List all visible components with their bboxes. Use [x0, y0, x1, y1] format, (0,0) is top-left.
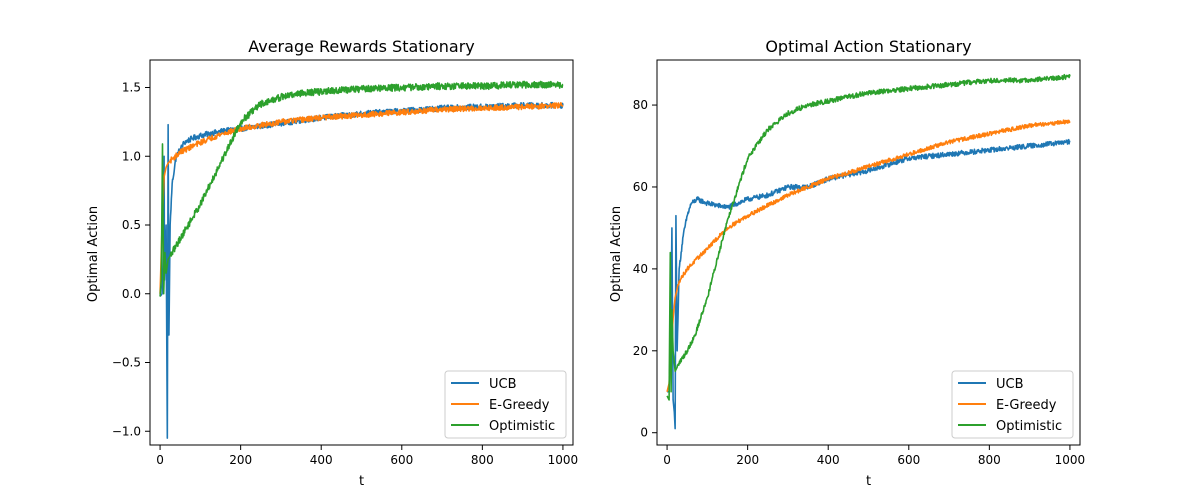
y-tick-label: 0.5 [122, 218, 141, 232]
legend-label-ucb: UCB [996, 377, 1024, 392]
legend-label-optimistic: Optimistic [489, 419, 555, 434]
x-tick-label: 400 [817, 453, 840, 467]
x-tick-label: 600 [897, 453, 920, 467]
x-tick-label: 800 [978, 453, 1001, 467]
x-tick-label: 1000 [548, 453, 579, 467]
x-axis-label: t [866, 474, 871, 489]
x-axis-label: t [359, 474, 364, 489]
legend: UCB E-Greedy Optimistic [445, 371, 566, 438]
legend: UCB E-Greedy Optimistic [952, 371, 1073, 438]
y-tick-label: 0 [640, 426, 648, 440]
y-tick-label: 0.0 [122, 287, 141, 301]
chart-title: Optimal Action Stationary [765, 37, 971, 56]
x-tick-label: 800 [471, 453, 494, 467]
legend-label-egreedy: E-Greedy [489, 398, 550, 413]
y-tick-label: 40 [633, 262, 648, 276]
legend-label-ucb: UCB [489, 377, 517, 392]
x-tick-label: 1000 [1055, 453, 1086, 467]
legend-label-egreedy: E-Greedy [996, 398, 1057, 413]
x-tick-label: 0 [156, 453, 164, 467]
y-tick-label: −0.5 [112, 356, 141, 370]
y-tick-label: −1.0 [112, 424, 141, 438]
y-axis-label: Optimal Action [609, 206, 624, 302]
legend-label-optimistic: Optimistic [996, 419, 1062, 434]
y-tick-label: 1.5 [122, 81, 141, 95]
x-tick-label: 400 [310, 453, 333, 467]
x-tick-label: 0 [663, 453, 671, 467]
x-tick-label: 600 [390, 453, 413, 467]
y-axis-label: Optimal Action [86, 206, 101, 302]
y-tick-label: 60 [633, 180, 648, 194]
y-tick-label: 80 [633, 98, 648, 112]
y-tick-label: 20 [633, 344, 648, 358]
chart-title: Average Rewards Stationary [248, 37, 475, 56]
x-tick-label: 200 [736, 453, 759, 467]
y-tick-label: 1.0 [122, 149, 141, 163]
x-tick-label: 200 [229, 453, 252, 467]
